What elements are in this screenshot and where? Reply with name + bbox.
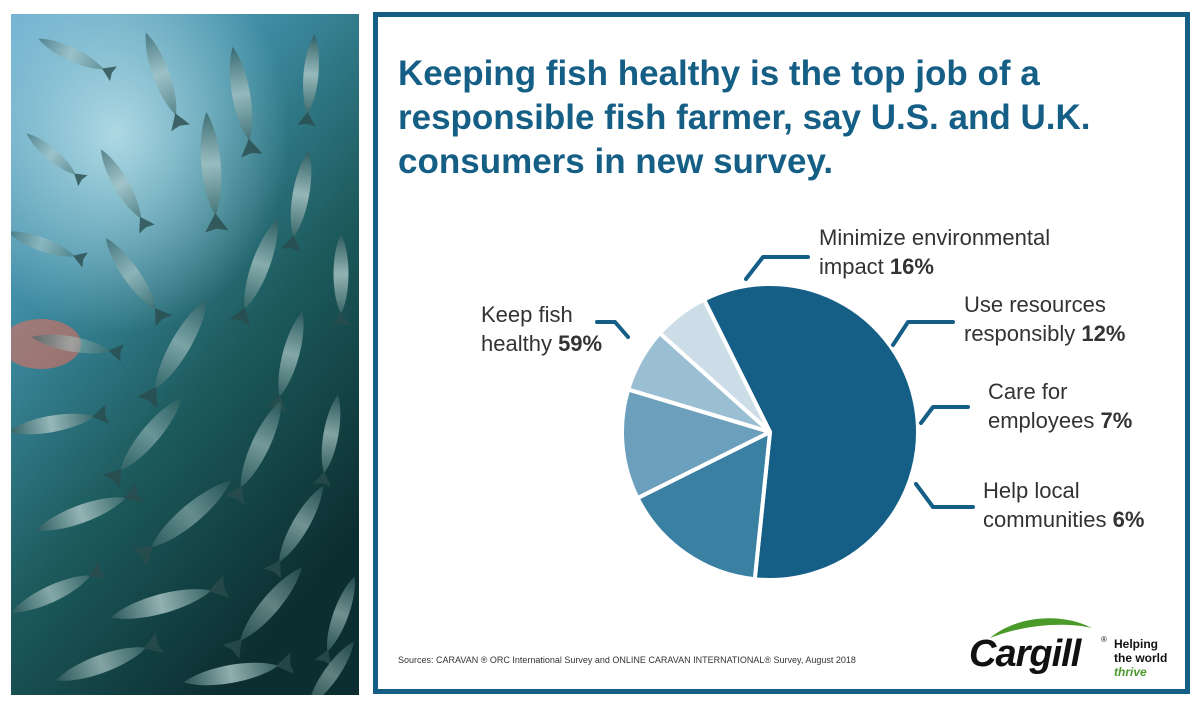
fish-shape [297, 34, 319, 127]
slice-label-line2: communities 6% [983, 505, 1144, 534]
logo-tagline: Helping the world thrive [1114, 637, 1167, 679]
slice-label-text: responsibly [964, 321, 1082, 346]
slice-label-text: employees [988, 408, 1101, 433]
fish-shape [26, 133, 88, 187]
fish-shape [11, 404, 110, 435]
slice-label-line2: responsibly 12% [964, 319, 1125, 348]
leader-lines [595, 255, 975, 509]
slice-label-resources: Use resources responsibly 12% [964, 290, 1125, 348]
fish-shape [229, 218, 278, 327]
leader-line-healthy [595, 320, 630, 339]
slice-label-text: healthy [481, 331, 559, 356]
logo-registered-mark: ® [1101, 635, 1107, 644]
fish-shape [11, 231, 88, 268]
slice-label-line1: Help local [983, 478, 1080, 503]
fish-shape [55, 632, 164, 681]
fish-shape [101, 149, 155, 234]
fish-shape [308, 641, 354, 695]
leader-line-environment [744, 255, 810, 281]
fish-photo-image [11, 14, 359, 695]
fish-shape [224, 400, 282, 506]
fish-shape [131, 480, 231, 567]
fish-shape [105, 237, 172, 327]
slice-label-employees: Care for employees 7% [988, 377, 1132, 435]
tagline-line-1: Helping [1114, 637, 1158, 651]
pie-slice-healthy [701, 282, 920, 582]
slice-label-line1: Minimize environmental [819, 225, 1051, 250]
fish-school [11, 32, 355, 695]
logo-wordmark: Cargill [969, 633, 1081, 675]
slice-label-healthy: Keep fish healthy 59% [481, 300, 602, 358]
slice-label-line2: impact 16% [819, 252, 1050, 281]
slice-label-text: impact [819, 254, 890, 279]
slice-label-value: 12% [1081, 321, 1126, 346]
fish-shape [313, 394, 341, 487]
pie-chart [595, 255, 975, 582]
leader-line-communities [914, 482, 975, 509]
fish-shape [145, 32, 190, 132]
fish-shape [263, 485, 324, 579]
pie-slice-communities [657, 297, 772, 434]
slice-label-text: communities [983, 507, 1113, 532]
leader-line-employees [919, 405, 970, 425]
source-note: Sources: CARAVAN ® ORC International Sur… [398, 655, 856, 665]
fish-shape [137, 298, 207, 409]
pie-slice-environment [635, 430, 772, 582]
fish-shape [229, 46, 263, 158]
fish-shape [281, 150, 312, 253]
fish-shape [35, 482, 144, 531]
fish-shape [110, 575, 230, 619]
leader-line-resources [891, 320, 955, 347]
fish-shape [200, 112, 229, 233]
fish-shape [332, 234, 350, 326]
fish-photo [11, 14, 359, 695]
slice-label-communities: Help local communities 6% [983, 476, 1144, 534]
pie-slices [620, 282, 920, 582]
cargill-logo: Cargill ® Helping the world thrive [966, 614, 1171, 686]
fish-shape [222, 567, 302, 659]
tagline-line-2: the world [1114, 651, 1168, 665]
pie-slice-resources [620, 387, 772, 501]
slice-label-value: 16% [889, 254, 934, 279]
slice-label-line2: employees 7% [988, 406, 1132, 435]
fish-shape [38, 38, 117, 82]
slice-label-value: 7% [1100, 408, 1133, 433]
slice-label-value: 59% [558, 331, 603, 356]
slice-label-line1: Care for [988, 379, 1068, 404]
fish-shape [183, 652, 295, 686]
slice-label-line2: healthy 59% [481, 329, 602, 358]
slice-label-value: 6% [1112, 507, 1145, 532]
chart-panel: Keeping fish healthy is the top job of a… [373, 12, 1190, 694]
chart-title: Keeping fish healthy is the top job of a… [398, 54, 1091, 181]
logo-swoosh-icon [990, 618, 1092, 638]
slice-label-line1: Keep fish [481, 302, 573, 327]
fish-shape [102, 397, 182, 489]
fish-shape [31, 334, 124, 362]
slice-label-line1: Use resources [964, 292, 1106, 317]
fish-shape [11, 560, 108, 613]
slice-label-environment: Minimize environmental impact 16% [819, 223, 1050, 281]
fish-shape [314, 576, 355, 666]
tagline-line-3: thrive [1114, 665, 1147, 679]
